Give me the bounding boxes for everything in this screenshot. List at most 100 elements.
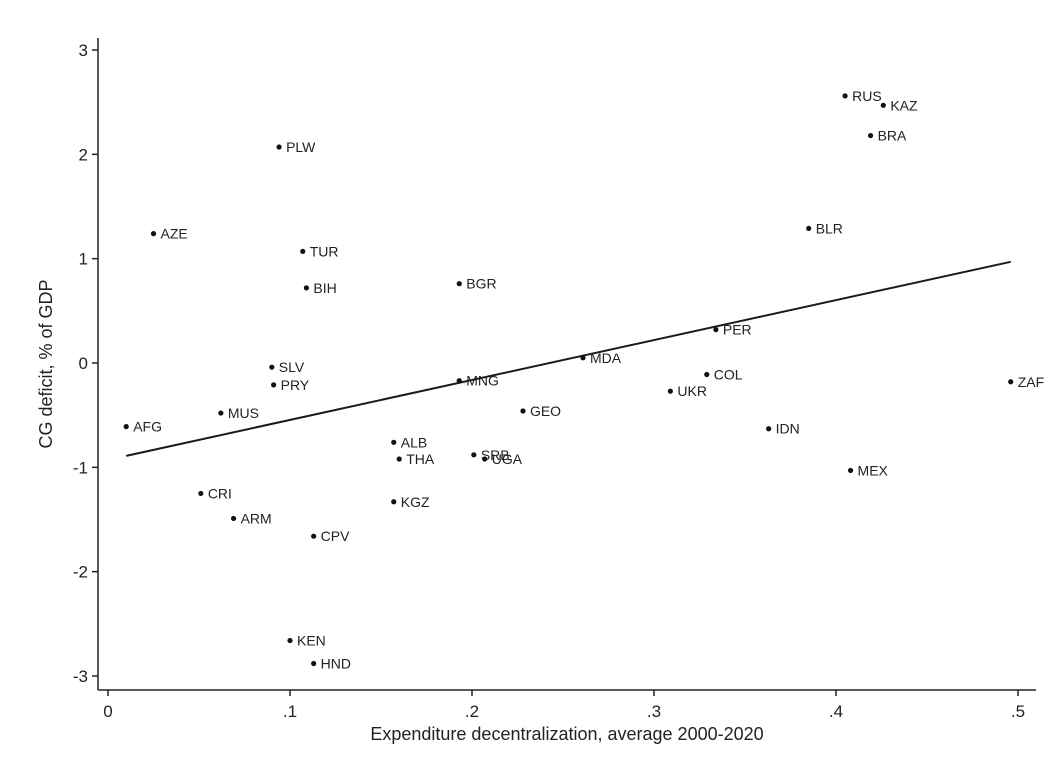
data-point-col: COL bbox=[704, 366, 743, 382]
data-point-geo: GEO bbox=[520, 403, 561, 419]
point-label: SRB bbox=[481, 447, 510, 463]
point-marker bbox=[391, 499, 397, 505]
data-point-cpv: CPV bbox=[311, 528, 350, 544]
y-tick-label: -2 bbox=[73, 563, 88, 582]
point-label: PER bbox=[723, 322, 752, 338]
point-label: AFG bbox=[133, 419, 162, 435]
point-marker bbox=[704, 371, 710, 378]
point-label: HND bbox=[321, 655, 351, 671]
x-tick-label: .4 bbox=[829, 702, 843, 721]
data-point-tha: THA bbox=[396, 451, 435, 467]
point-marker bbox=[847, 467, 854, 474]
point-marker bbox=[667, 388, 673, 394]
point-label: IDN bbox=[776, 421, 800, 437]
point-marker bbox=[391, 439, 397, 445]
point-label: CPV bbox=[321, 528, 350, 544]
y-axis-title: CG deficit, % of GDP bbox=[36, 279, 56, 448]
point-marker bbox=[396, 456, 402, 462]
point-label: PRY bbox=[281, 377, 310, 393]
point-marker bbox=[276, 144, 282, 150]
point-marker bbox=[287, 637, 293, 644]
point-marker bbox=[580, 355, 586, 361]
y-tick-label: -3 bbox=[73, 667, 88, 686]
x-tick-label: .5 bbox=[1011, 702, 1025, 721]
point-marker bbox=[867, 132, 874, 139]
point-label: ARM bbox=[241, 510, 272, 526]
point-marker bbox=[520, 408, 526, 414]
data-point-kgz: KGZ bbox=[391, 494, 430, 510]
point-label: TUR bbox=[310, 243, 339, 259]
point-label: MUS bbox=[228, 405, 259, 421]
point-label: KEN bbox=[297, 633, 326, 649]
point-label: THA bbox=[406, 451, 435, 467]
data-point-idn: IDN bbox=[766, 421, 800, 437]
data-point-mex: MEX bbox=[847, 462, 889, 478]
x-tick-label: .1 bbox=[283, 702, 297, 721]
data-point-mus: MUS bbox=[218, 405, 259, 421]
fit-line bbox=[125, 260, 1011, 457]
data-point-ken: KEN bbox=[287, 633, 326, 649]
point-marker bbox=[806, 225, 812, 232]
point-marker bbox=[123, 424, 129, 430]
data-point-per: PER bbox=[713, 322, 752, 338]
point-marker bbox=[230, 515, 237, 522]
point-marker bbox=[713, 327, 719, 333]
point-marker bbox=[482, 456, 488, 462]
point-label: SLV bbox=[279, 359, 305, 375]
y-tick-label: 2 bbox=[79, 145, 88, 164]
point-label: MEX bbox=[858, 462, 889, 478]
x-tick-label: 0 bbox=[103, 702, 112, 721]
point-marker bbox=[218, 410, 224, 416]
point-marker bbox=[471, 452, 477, 458]
point-marker bbox=[311, 660, 317, 667]
point-marker bbox=[842, 93, 848, 99]
data-point-ukr: UKR bbox=[667, 383, 707, 399]
data-point-blr: BLR bbox=[806, 220, 843, 236]
data-point-bra: BRA bbox=[867, 128, 907, 144]
point-label: RUS bbox=[852, 88, 882, 104]
data-point-zaf: ZAF bbox=[1008, 374, 1044, 390]
point-label: MNG bbox=[466, 373, 499, 389]
point-label: KGZ bbox=[401, 494, 430, 510]
point-marker bbox=[311, 533, 317, 539]
point-label: CRI bbox=[208, 485, 232, 501]
point-marker bbox=[300, 248, 306, 254]
data-point-cri: CRI bbox=[198, 485, 232, 501]
y-tick-label: 1 bbox=[79, 250, 88, 269]
y-ticks: 3 2 1 0 -1 -2 -3 bbox=[73, 41, 98, 686]
point-label: BIH bbox=[313, 280, 336, 296]
point-label: UKR bbox=[677, 383, 707, 399]
data-point-arm: ARM bbox=[230, 510, 272, 526]
point-marker bbox=[456, 378, 462, 384]
point-marker bbox=[880, 102, 886, 108]
data-point-bih: BIH bbox=[303, 280, 337, 296]
point-marker bbox=[1008, 379, 1014, 385]
data-point-mda: MDA bbox=[580, 350, 622, 366]
point-label: AZE bbox=[161, 226, 188, 242]
data-point-plw: PLW bbox=[276, 139, 316, 155]
data-point-tur: TUR bbox=[300, 243, 339, 259]
point-label: ZAF bbox=[1018, 374, 1044, 390]
data-point-pry: PRY bbox=[271, 377, 310, 393]
point-marker bbox=[271, 382, 277, 388]
data-point-alb: ALB bbox=[391, 434, 427, 450]
y-tick-label: -1 bbox=[73, 458, 88, 477]
point-label: MDA bbox=[590, 350, 622, 366]
point-label: KAZ bbox=[890, 97, 918, 113]
data-point-bgr: BGR bbox=[456, 276, 497, 292]
point-marker bbox=[766, 426, 772, 432]
point-marker bbox=[150, 231, 157, 237]
x-tick-label: .3 bbox=[647, 702, 661, 721]
point-label: PLW bbox=[286, 139, 316, 155]
data-point-srb: SRB bbox=[471, 447, 510, 463]
data-point-afg: AFG bbox=[123, 419, 162, 435]
x-tick-label: .2 bbox=[465, 702, 479, 721]
point-marker bbox=[269, 364, 275, 370]
point-label: GEO bbox=[530, 403, 561, 419]
x-axis-title: Expenditure decentralization, average 20… bbox=[370, 724, 763, 744]
data-point-mng: MNG bbox=[456, 373, 499, 389]
data-point-aze: AZE bbox=[150, 226, 188, 242]
data-point-kaz: KAZ bbox=[880, 97, 918, 113]
point-label: UGA bbox=[492, 451, 523, 467]
